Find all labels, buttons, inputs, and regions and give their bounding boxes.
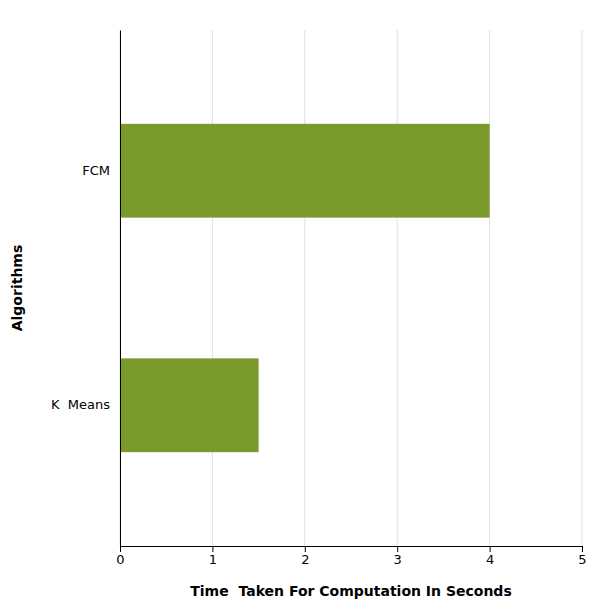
y-tick: FCM bbox=[82, 163, 120, 178]
y-axis-title: Algorithms bbox=[9, 245, 25, 332]
grid-line bbox=[397, 30, 398, 546]
y-axis-line bbox=[120, 31, 121, 547]
chart: 0 1 2 3 4 5 FCM K Means Time Taken For Computati… bbox=[0, 0, 612, 616]
grid-line bbox=[582, 30, 583, 546]
x-tick-label: 3 bbox=[394, 552, 402, 567]
x-tick-label: 5 bbox=[578, 552, 586, 567]
x-tick: 1 bbox=[209, 546, 217, 567]
x-tick: 5 bbox=[578, 546, 586, 567]
x-tick-mark bbox=[397, 546, 398, 552]
x-tick-mark bbox=[582, 546, 583, 552]
grid-line bbox=[212, 30, 213, 546]
y-tick: K Means bbox=[51, 397, 120, 412]
x-tick: 2 bbox=[301, 546, 309, 567]
x-tick: 3 bbox=[394, 546, 402, 567]
plot: 0 1 2 3 4 5 FCM K Means bbox=[51, 30, 587, 567]
grid-line bbox=[304, 30, 305, 546]
grid-line bbox=[489, 30, 490, 546]
x-tick-mark bbox=[305, 546, 306, 552]
bar bbox=[120, 358, 259, 452]
x-tick-label: 0 bbox=[116, 552, 124, 567]
x-tick: 4 bbox=[486, 546, 494, 567]
grid bbox=[120, 30, 582, 546]
x-axis: 0 1 2 3 4 5 bbox=[116, 546, 586, 567]
x-axis-title: Time Taken For Computation In Seconds bbox=[190, 583, 511, 599]
y-tick-label: FCM bbox=[82, 163, 110, 178]
x-tick: 0 bbox=[116, 546, 124, 567]
x-tick-label: 1 bbox=[209, 552, 217, 567]
y-tick-label: K Means bbox=[51, 397, 110, 412]
x-tick-mark bbox=[120, 546, 121, 552]
bars bbox=[120, 124, 490, 452]
bar bbox=[120, 124, 490, 218]
y-axis: FCM K Means bbox=[51, 31, 120, 547]
x-tick-mark bbox=[212, 546, 213, 552]
x-tick-label: 4 bbox=[486, 552, 494, 567]
x-axis-line bbox=[121, 547, 583, 553]
x-tick-mark bbox=[490, 546, 491, 552]
grid-line bbox=[120, 30, 121, 546]
x-tick-label: 2 bbox=[301, 552, 309, 567]
